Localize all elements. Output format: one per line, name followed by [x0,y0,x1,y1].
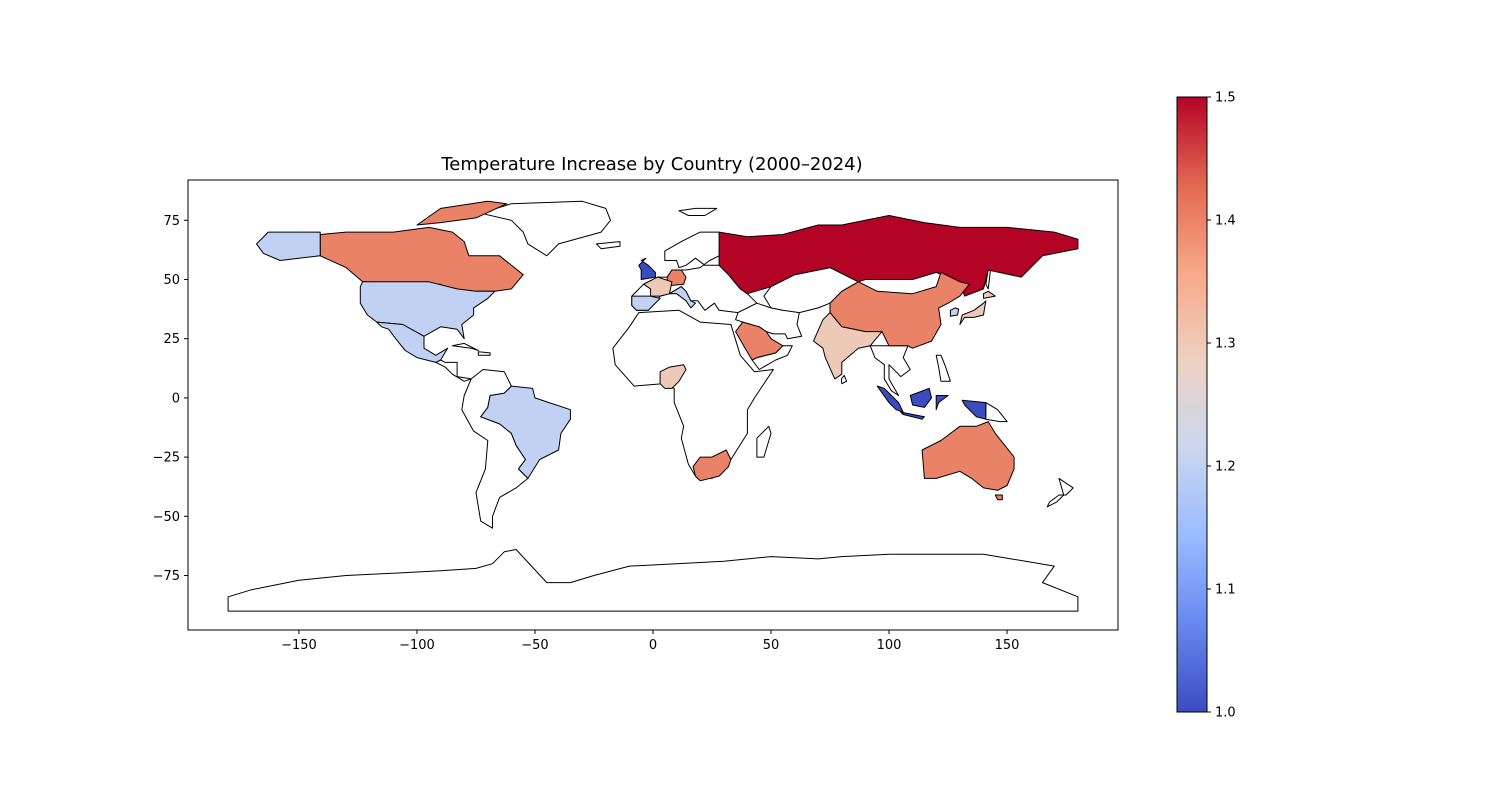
colorbar-tick-label: 1.5 [1215,91,1236,106]
colorbar-tick-label: 1.4 [1215,214,1236,229]
x-tick-label: 0 [649,638,657,653]
country-canada [319,200,524,299]
colorbar: 1.0 1.1 1.2 1.3 1.4 1.5 [1176,91,1236,721]
y-axis: 75 50 25 0 −25 −50 −75 [153,214,188,584]
y-tick-label: 75 [163,214,180,229]
landmass-philippines [935,354,951,382]
y-tick-label: 25 [163,332,180,347]
landmass-iceland [595,241,621,250]
x-tick-label: 100 [877,638,902,653]
country-united-states [256,231,321,261]
x-tick-label: 150 [995,638,1020,653]
country-united-states [359,281,496,340]
y-tick-label: 0 [172,391,180,406]
landmass-new-guinea-east [985,402,1008,423]
landmass-greenland [480,200,611,257]
country-south-korea [949,307,960,317]
colorbar-tick-label: 1.2 [1215,460,1236,475]
map-layer [227,200,1079,612]
colorbar-gradient [1176,96,1208,713]
landmass-svalbard [678,207,718,216]
landmass-sri-lanka [840,374,848,385]
x-tick-label: −150 [281,638,317,653]
landmass-central-america [435,359,472,382]
country-nigeria [659,364,687,389]
landmass-new-zealand [1046,477,1074,508]
country-spain [631,295,661,311]
landmass-hispaniola [477,351,491,356]
country-france [643,276,673,297]
colorbar-tick-label: 1.0 [1215,706,1236,721]
country-south-africa [692,449,732,482]
country-russia [718,215,1079,297]
country-japan [959,290,996,325]
y-tick-label: −25 [153,451,180,466]
country-saudi-arabia [735,321,784,361]
country-mexico [376,321,449,363]
x-tick-label: 50 [763,638,780,653]
country-india [813,312,883,380]
country-italy [669,286,696,309]
landmass-madagascar [756,425,772,458]
y-tick-label: −75 [153,569,180,584]
country-indonesia [876,385,987,420]
x-tick-label: −50 [521,638,548,653]
country-australia [921,421,1015,501]
colorbar-ticks: 1.0 1.1 1.2 1.3 1.4 1.5 [1207,91,1236,721]
map-title: Temperature Increase by Country (2000–20… [440,154,862,175]
landmass-southeast-asia [869,345,911,396]
landmass-cuba [451,342,479,351]
colorbar-tick-label: 1.3 [1215,337,1236,352]
landmass-antarctica [227,549,1079,612]
country-united-kingdom [638,257,656,280]
colorbar-tick-label: 1.1 [1215,583,1236,598]
country-brazil [480,385,571,479]
y-tick-label: −50 [153,510,180,525]
x-axis: −150 −100 −50 0 50 100 150 [281,630,1019,653]
y-tick-label: 50 [163,273,180,288]
x-tick-label: −100 [399,638,435,653]
